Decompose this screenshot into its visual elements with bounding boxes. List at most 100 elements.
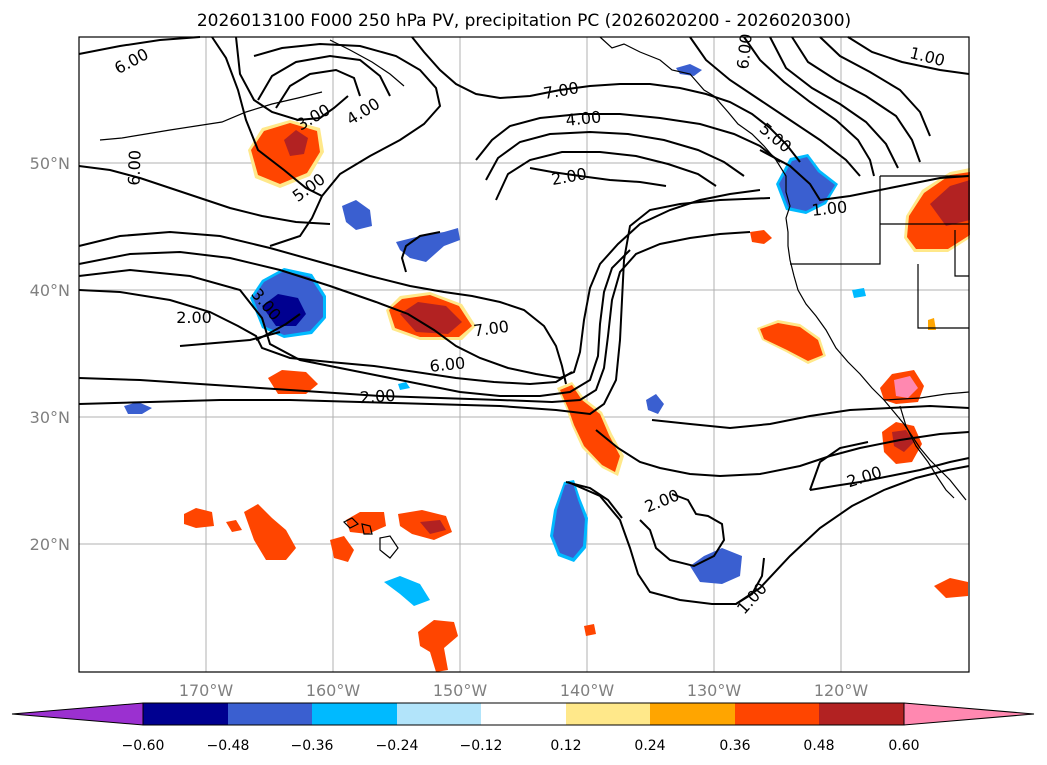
pv-contour <box>759 149 970 202</box>
precip-negative-area <box>396 228 460 262</box>
pv-contour <box>809 441 869 491</box>
pv-contour <box>235 36 349 122</box>
precip-negative-area <box>398 382 410 390</box>
precip-positive-core <box>420 520 446 534</box>
lon-label-130w: 130°W <box>687 681 742 700</box>
precip-positive-core <box>894 376 918 398</box>
pv-contour <box>791 36 921 163</box>
aleutian-islands <box>99 91 323 141</box>
colorbar-segment <box>566 703 650 725</box>
figure-title: 2026013100 F000 250 hPa PV, precipitatio… <box>197 11 851 31</box>
pv-contour <box>595 429 970 478</box>
lon-label-160w: 160°W <box>306 681 361 700</box>
lon-label-120w: 120°W <box>814 681 869 700</box>
pv-contour <box>78 231 751 404</box>
pv-contour <box>78 189 761 380</box>
colorbar-segment <box>143 703 228 725</box>
colorbar-extend-low <box>11 702 144 726</box>
contour-label: 7.00 <box>472 317 510 341</box>
pv-contour <box>485 130 745 181</box>
pv-contour <box>567 481 765 605</box>
pv-contour <box>819 36 931 137</box>
pv-contour <box>211 36 323 197</box>
pv-contour <box>689 36 861 177</box>
pv-contour <box>495 151 717 201</box>
colorbar-segment <box>819 703 904 725</box>
colorbar-tick-label: 0.12 <box>550 738 581 754</box>
map-area: 6.00 3.00 4.00 6.00 5.00 2.00 3.00 7.00 … <box>78 33 970 673</box>
state-border <box>917 264 969 329</box>
precip-positive-core <box>284 130 308 156</box>
precip-positive-area <box>418 620 458 672</box>
pv-contours <box>78 36 970 605</box>
pv-contour <box>78 230 567 385</box>
contour-label: 2.00 <box>176 308 212 327</box>
pv-contour <box>253 42 442 247</box>
precip-positive-core <box>400 302 462 334</box>
colorbar-tick-label: 0.48 <box>803 738 834 754</box>
contour-label: 6.00 <box>429 353 466 376</box>
colorbar-frame <box>142 702 905 726</box>
pv-contour <box>769 36 899 169</box>
precip-negative-area <box>553 483 585 558</box>
precip-positive-area <box>184 508 214 528</box>
contour-label: 4.00 <box>565 107 602 130</box>
pv-contour <box>411 36 801 163</box>
colorbar-tick-label: −0.12 <box>460 738 503 754</box>
pv-contour <box>639 493 726 568</box>
lat-label-30n: 30°N <box>30 408 70 427</box>
precip-negative-area <box>779 157 835 211</box>
lat-label-40n: 40°N <box>30 281 70 300</box>
lat-label-50n: 50°N <box>30 154 70 173</box>
pv-contour <box>475 113 781 163</box>
pv-contour <box>78 36 201 55</box>
precip-shading <box>124 64 970 672</box>
latitude-labels: 50°N 40°N 30°N 20°N <box>30 154 70 554</box>
colorbar-tick-label: −0.24 <box>376 738 419 754</box>
state-border <box>954 230 969 277</box>
pv-contour <box>735 465 970 605</box>
contour-label: 2.00 <box>359 386 396 407</box>
colorbar: −0.60 −0.48 −0.36 −0.24 −0.12 0.12 0.24 … <box>11 702 1035 754</box>
pv-contour <box>179 331 281 347</box>
lon-label-170w: 170°W <box>179 681 234 700</box>
colorbar-tick-label: 0.24 <box>634 738 665 754</box>
contour-label: 6.00 <box>733 33 756 70</box>
colorbar-extend-high <box>903 702 1035 726</box>
precip-positive-area <box>750 230 772 244</box>
precip-positive-area <box>560 385 620 472</box>
precip-positive-area <box>330 536 354 562</box>
precip-negative-area <box>852 288 866 298</box>
map-background <box>79 37 969 672</box>
pv-contour <box>529 167 667 187</box>
precip-positive-core <box>930 180 970 226</box>
precip-negative-area <box>676 64 702 76</box>
precip-positive-area <box>584 624 596 636</box>
contour-label: 6.00 <box>124 150 144 186</box>
precip-negative-area <box>342 200 372 230</box>
contour-label: 1.00 <box>811 197 848 220</box>
colorbar-tick-label: −0.48 <box>207 738 250 754</box>
pv-contour <box>743 36 875 177</box>
precip-positive-core <box>892 430 914 452</box>
colorbar-tick-label: −0.60 <box>122 738 165 754</box>
colorbar-tick-label: −0.36 <box>291 738 334 754</box>
lon-label-150w: 150°W <box>433 681 488 700</box>
precip-negative-area <box>690 548 742 584</box>
pv-contour <box>847 36 970 75</box>
longitude-labels: 170°W 160°W 150°W 140°W 130°W 120°W <box>179 681 869 700</box>
colorbar-segment <box>735 703 819 725</box>
colorbar-tick-label: 0.60 <box>888 738 919 754</box>
precip-negative-area <box>646 394 664 414</box>
pv-contour <box>78 289 573 386</box>
hawaii-islands <box>342 517 399 559</box>
pv-contour <box>255 313 301 341</box>
pv-contour <box>78 249 631 397</box>
colorbar-segment <box>397 703 481 725</box>
precip-positive-area <box>928 318 936 330</box>
us-mexico-border <box>883 391 970 401</box>
lon-label-140w: 140°W <box>560 681 615 700</box>
precip-positive-area <box>760 323 823 361</box>
